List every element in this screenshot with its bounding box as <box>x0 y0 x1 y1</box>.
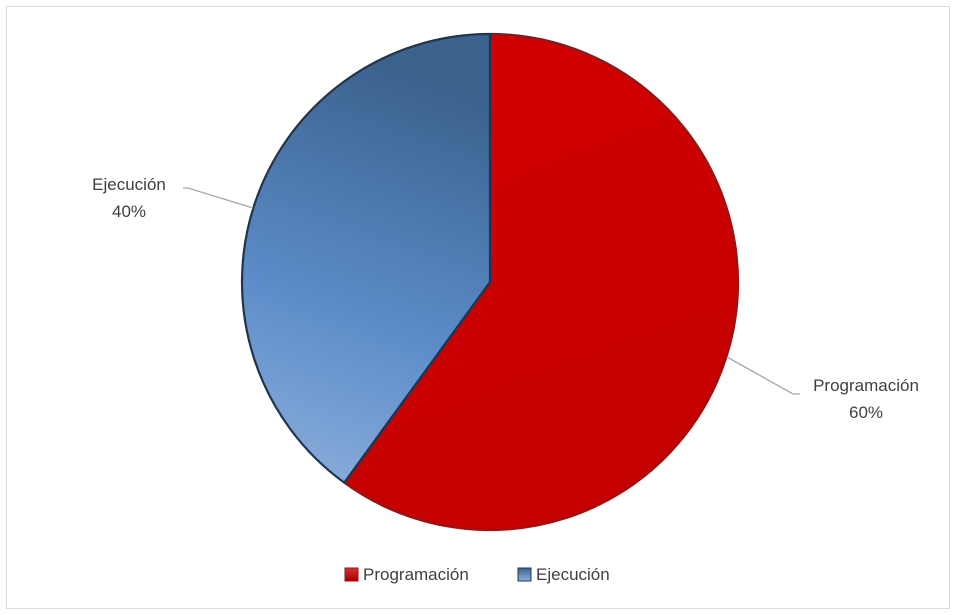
pie-slice-ejecucion <box>240 32 492 484</box>
legend-label-ejecucion: Ejecución <box>536 565 610 584</box>
legend-swatch-programacion <box>344 567 359 582</box>
data-label-value-programacion: 60% <box>849 403 883 422</box>
data-label-name-programacion: Programación <box>813 376 919 395</box>
pie-slice-programacion <box>343 32 740 532</box>
leader-line-programacion <box>726 356 800 395</box>
legend-label-programacion: Programación <box>363 565 469 584</box>
leader-line-ejecucion <box>183 187 254 209</box>
legend-swatch-ejecucion <box>517 567 532 582</box>
data-label-value-ejecucion: 40% <box>112 202 146 221</box>
data-label-name-ejecucion: Ejecución <box>92 175 166 194</box>
